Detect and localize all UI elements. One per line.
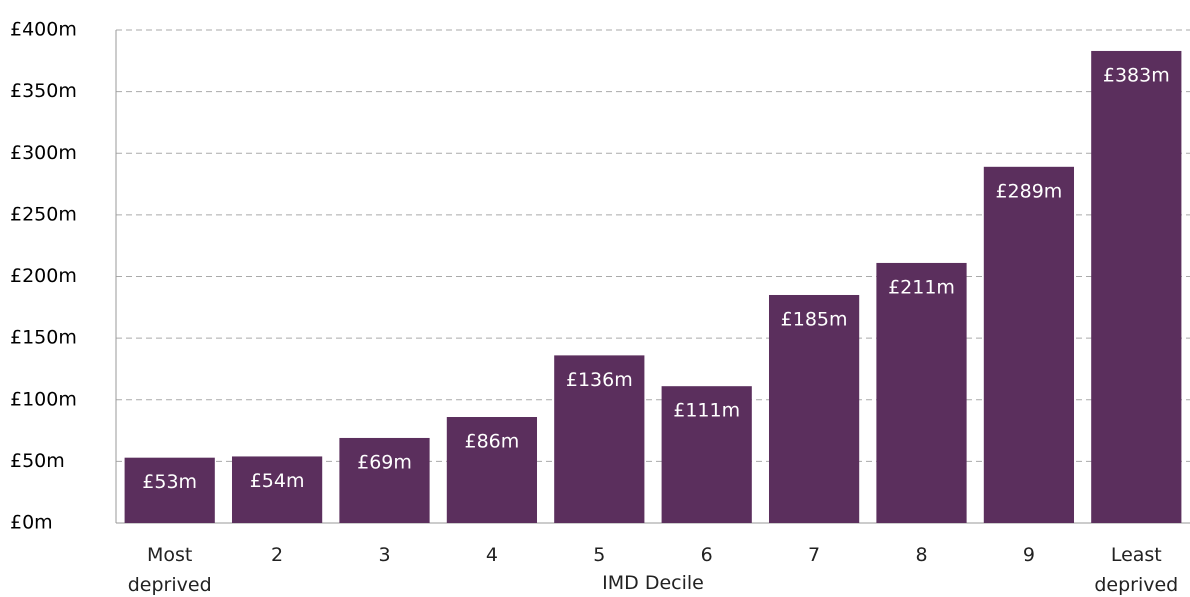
- y-tick-label: £0m: [10, 512, 53, 534]
- bar: [1091, 50, 1182, 523]
- x-tick-label: 9: [1022, 544, 1035, 566]
- value-label: £53m: [142, 471, 197, 493]
- x-tick-label: 7: [808, 544, 821, 566]
- bar: [446, 417, 538, 523]
- y-tick-label: £50m: [10, 450, 65, 472]
- value-label: £69m: [357, 451, 412, 473]
- value-label: £111m: [673, 400, 740, 422]
- x-axis-label: IMD Decile: [602, 572, 704, 594]
- bar: [339, 437, 430, 523]
- y-tick-label: £150m: [10, 327, 77, 349]
- y-tick-label: £400m: [10, 19, 77, 41]
- bar: [661, 386, 752, 523]
- bar: [124, 457, 215, 523]
- value-label: £383m: [1103, 64, 1170, 86]
- value-label: £185m: [781, 308, 848, 330]
- x-tick-label: 8: [915, 544, 928, 566]
- y-tick-label: £300m: [10, 142, 77, 164]
- x-tick-label: 4: [485, 544, 498, 566]
- value-label: £54m: [250, 470, 305, 492]
- bar: [231, 456, 323, 523]
- y-tick-label: £200m: [10, 265, 77, 287]
- x-tick-label: 2: [271, 544, 284, 566]
- value-label: £86m: [465, 431, 520, 453]
- value-label: £289m: [995, 180, 1062, 202]
- x-tick-label: Most deprived: [127, 544, 212, 596]
- bar: [554, 355, 645, 523]
- x-tick-label: 6: [700, 544, 713, 566]
- value-label: £211m: [888, 276, 955, 298]
- y-tick-label: £350m: [10, 80, 77, 102]
- y-tick-label: £250m: [10, 203, 77, 225]
- x-tick-label: Least deprived: [1094, 544, 1179, 596]
- x-tick-label: 5: [593, 544, 606, 566]
- bar: [983, 166, 1075, 523]
- value-label: £136m: [566, 369, 633, 391]
- x-tick-label: 3: [378, 544, 391, 566]
- y-tick-label: £100m: [10, 388, 77, 410]
- bar: [876, 262, 967, 523]
- bar: [768, 294, 860, 523]
